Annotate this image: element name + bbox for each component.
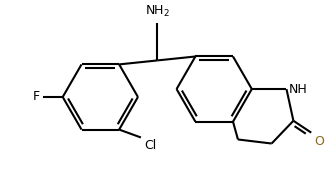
Text: NH$_2$: NH$_2$	[145, 4, 170, 19]
Text: NH: NH	[288, 83, 307, 96]
Text: Cl: Cl	[144, 140, 156, 152]
Text: F: F	[33, 91, 40, 103]
Text: O: O	[314, 135, 324, 148]
